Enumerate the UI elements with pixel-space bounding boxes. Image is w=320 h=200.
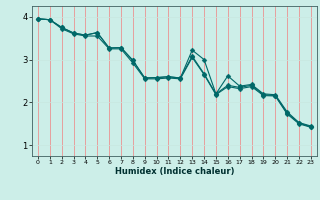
X-axis label: Humidex (Indice chaleur): Humidex (Indice chaleur) <box>115 167 234 176</box>
